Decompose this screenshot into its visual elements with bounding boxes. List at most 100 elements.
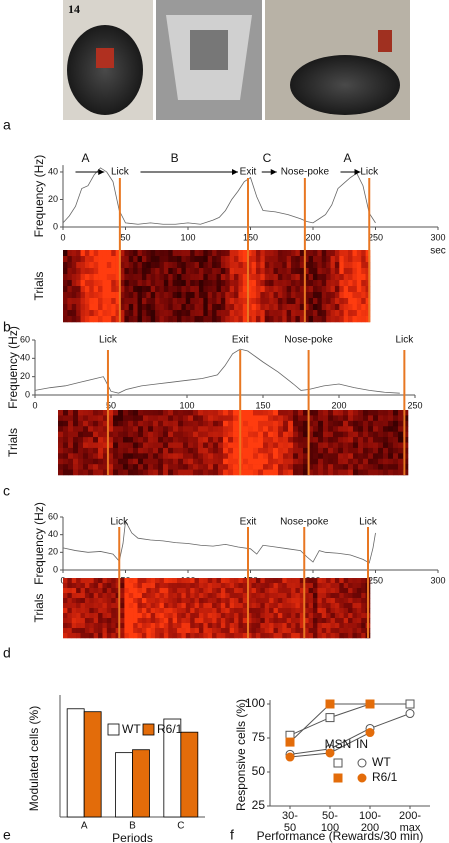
heatmap-cell [286, 256, 292, 263]
heatmap-cell [76, 304, 81, 311]
heatmap-cell [168, 598, 173, 604]
heatmap-cell [220, 280, 226, 287]
heatmap-cell [67, 578, 73, 584]
heatmap-cell [277, 262, 283, 269]
heatmap-cell [212, 310, 217, 317]
heatmap-cell [282, 286, 287, 293]
heatmap-cell [155, 262, 160, 269]
heatmap-cell [258, 447, 264, 454]
heatmap-cell [83, 469, 89, 476]
heatmap-cell [308, 410, 314, 416]
heatmap-cell [133, 464, 139, 470]
heatmap-cell [183, 442, 189, 449]
heatmap-cell [177, 292, 182, 299]
heatmap-cell [293, 426, 299, 432]
heatmap-cell [71, 286, 77, 293]
heatmap-cell [383, 442, 389, 449]
heatmap-cell [89, 613, 94, 619]
heatmap-cell [260, 268, 266, 275]
heatmap-cell [383, 420, 389, 427]
heatmap-cell [258, 426, 264, 432]
heatmap-cell [159, 292, 165, 299]
heatmap-cell [150, 250, 156, 257]
heatmap-cell [286, 618, 292, 624]
heatmap-cell [312, 286, 318, 293]
heatmap-cell [398, 431, 404, 438]
heatmap-cell [356, 628, 362, 634]
heatmap-cell [163, 628, 169, 634]
heatmap-cell [190, 274, 195, 281]
heatmap-cell [67, 618, 73, 624]
heatmap-cell [353, 447, 359, 454]
heatmap-cell [353, 426, 359, 432]
heatmap-cell [283, 447, 289, 454]
heatmap-cell [365, 316, 371, 323]
heatmap-cell [288, 415, 294, 422]
heatmap-cell [223, 415, 229, 422]
heatmap-cell [203, 608, 209, 614]
heatmap-cell [118, 410, 124, 416]
heatmap-cell [330, 633, 336, 639]
heatmap-cell [63, 250, 68, 257]
heatmap-cell [269, 623, 274, 629]
heatmap-cell [93, 453, 99, 460]
heatmap-cell [348, 623, 353, 629]
heatmap-cell [365, 262, 371, 269]
heatmap-cell [84, 286, 90, 293]
heatmap-cell [339, 298, 344, 305]
heatmap-cell [67, 262, 73, 269]
heatmap-cell [361, 633, 366, 639]
heatmap-cell [128, 431, 134, 438]
heatmap-cell [356, 588, 362, 594]
heatmap-cell [278, 431, 284, 438]
heatmap-cell [251, 262, 257, 269]
heatmap-cell [198, 618, 204, 624]
heatmap-cell [124, 310, 130, 317]
heatmap-cell [143, 415, 149, 422]
heatmap-cell [378, 420, 384, 427]
heatmap-cell [89, 292, 94, 299]
heatmap-cell [388, 410, 394, 416]
heatmap-cell [194, 593, 200, 599]
heatmap-cell [137, 608, 143, 614]
heatmap-cell [317, 310, 323, 317]
heatmap-cell [273, 415, 279, 422]
heatmap-cell [339, 633, 344, 639]
heatmap-cell [291, 598, 296, 604]
heatmap-cell [177, 268, 182, 275]
heatmap-cell [348, 453, 354, 460]
marker [285, 752, 295, 762]
heatmap-cell [148, 447, 154, 454]
heatmap-cell [373, 410, 379, 416]
heatmap-cell [181, 292, 187, 299]
heatmap-cell [181, 304, 187, 311]
heatmap-cell [133, 437, 139, 443]
heatmap-cell [286, 613, 292, 619]
heatmap-cell [98, 415, 104, 422]
heatmap-cell [185, 608, 191, 614]
heatmap-cell [163, 623, 169, 629]
heatmap-cell [120, 292, 125, 299]
heatmap-cell [128, 280, 134, 287]
heatmap-cell [288, 420, 294, 427]
heatmap-cell [173, 464, 179, 470]
heatmap-cell [198, 442, 204, 449]
heatmap-cell [242, 603, 248, 609]
heatmap-cell [338, 442, 344, 449]
heatmap-cell [106, 608, 112, 614]
heatmap-cell [146, 613, 152, 619]
event-label: Lick [359, 517, 378, 528]
heatmap-cell [203, 316, 209, 323]
heatmap-cell [330, 262, 336, 269]
heatmap-cell [220, 316, 226, 323]
heatmap-cell [80, 250, 86, 257]
heatmap-cell [247, 628, 252, 634]
heatmap-cell [193, 410, 199, 416]
heatmap-cell [363, 453, 369, 460]
heatmap-cell [225, 578, 230, 584]
heatmap-cell [216, 633, 222, 639]
heatmap-cell [183, 469, 189, 476]
heatmap-cell [106, 618, 112, 624]
heatmap-cell [308, 286, 314, 293]
heatmap-cell [220, 598, 226, 604]
